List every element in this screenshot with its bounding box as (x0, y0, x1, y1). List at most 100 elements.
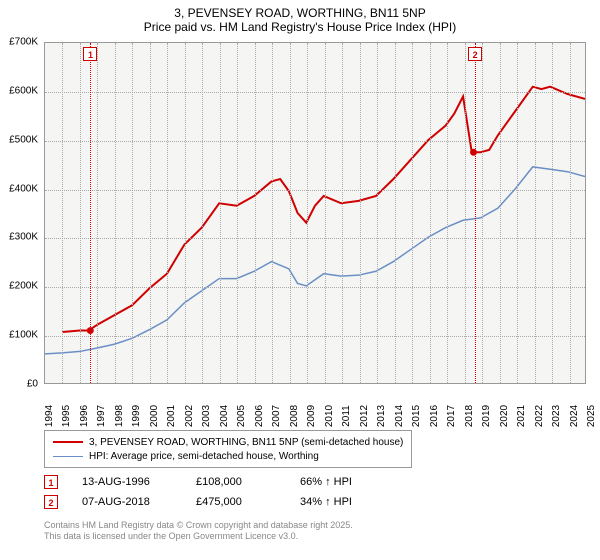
footer-attribution: Contains HM Land Registry data © Crown c… (44, 520, 353, 542)
gridline-vertical (237, 43, 238, 383)
legend-item: HPI: Average price, semi-detached house,… (53, 449, 403, 463)
gridline-vertical (325, 43, 326, 383)
legend-label: 3, PEVENSEY ROAD, WORTHING, BN11 5NP (se… (89, 437, 403, 448)
title-address: 3, PEVENSEY ROAD, WORTHING, BN11 5NP (0, 6, 600, 20)
x-tick-label: 2011 (341, 405, 352, 427)
x-tick-label: 2023 (551, 405, 562, 427)
x-tick-label: 2009 (306, 405, 317, 427)
data-point-price: £108,000 (196, 476, 276, 488)
legend-label: HPI: Average price, semi-detached house,… (89, 451, 319, 462)
x-tick-label: 2012 (359, 405, 370, 427)
x-tick-label: 2006 (254, 405, 265, 427)
y-tick-label: £0 (27, 379, 38, 390)
data-point-row: 113-AUG-1996£108,00066% ↑ HPI (44, 472, 352, 492)
gridline-vertical (412, 43, 413, 383)
gridline-vertical (167, 43, 168, 383)
gridline-vertical (570, 43, 571, 383)
y-axis: £0£100K£200K£300K£400K£500K£600K£700K (0, 42, 42, 384)
marker-badge: 2 (468, 47, 482, 61)
marker-badge: 1 (83, 47, 97, 61)
gridline-horizontal (45, 141, 585, 142)
legend-swatch (53, 456, 83, 457)
x-tick-label: 2001 (166, 405, 177, 427)
y-tick-label: £100K (9, 330, 38, 341)
x-tick-label: 1996 (79, 405, 90, 427)
data-point-date: 07-AUG-2018 (82, 496, 172, 508)
x-tick-label: 2018 (464, 405, 475, 427)
series-line (62, 87, 585, 332)
x-tick-label: 2022 (534, 405, 545, 427)
x-tick-label: 2007 (271, 405, 282, 427)
gridline-vertical (115, 43, 116, 383)
x-tick-label: 1994 (44, 405, 55, 427)
plot-area: 12 (44, 42, 586, 384)
x-tick-label: 2002 (184, 405, 195, 427)
gridline-horizontal (45, 92, 585, 93)
x-tick-label: 2016 (429, 405, 440, 427)
y-tick-label: £300K (9, 232, 38, 243)
data-point-badge: 2 (44, 495, 58, 509)
title-subtitle: Price paid vs. HM Land Registry's House … (0, 20, 600, 34)
x-tick-label: 2015 (411, 405, 422, 427)
x-tick-label: 2019 (481, 405, 492, 427)
gridline-vertical (535, 43, 536, 383)
gridline-vertical (132, 43, 133, 383)
x-tick-label: 2024 (569, 405, 580, 427)
gridline-vertical (360, 43, 361, 383)
gridline-horizontal (45, 238, 585, 239)
gridline-vertical (500, 43, 501, 383)
x-tick-label: 1999 (131, 405, 142, 427)
title-block: 3, PEVENSEY ROAD, WORTHING, BN11 5NP Pri… (0, 0, 600, 36)
data-point-row: 2 07-AUG-2018 £475,000 34% ↑ HPI (44, 492, 352, 512)
gridline-vertical (447, 43, 448, 383)
y-tick-label: £400K (9, 183, 38, 194)
data-point-table: 113-AUG-1996£108,00066% ↑ HPI207-AUG-201… (44, 472, 352, 512)
x-tick-label: 2000 (149, 405, 160, 427)
gridline-vertical (307, 43, 308, 383)
gridline-vertical (220, 43, 221, 383)
gridline-vertical (552, 43, 553, 383)
gridline-horizontal (45, 336, 585, 337)
legend-item: 3, PEVENSEY ROAD, WORTHING, BN11 5NP (se… (53, 435, 403, 449)
y-tick-label: £700K (9, 37, 38, 48)
x-tick-label: 2020 (499, 405, 510, 427)
marker-line (90, 43, 91, 383)
y-tick-label: £500K (9, 134, 38, 145)
data-point-pct: 34% ↑ HPI (300, 496, 352, 508)
x-tick-label: 2005 (236, 405, 247, 427)
x-tick-label: 2021 (516, 405, 527, 427)
gridline-vertical (395, 43, 396, 383)
gridline-vertical (202, 43, 203, 383)
gridline-vertical (272, 43, 273, 383)
legend-swatch (53, 441, 83, 443)
x-tick-label: 2008 (289, 405, 300, 427)
gridline-vertical (80, 43, 81, 383)
gridline-vertical (517, 43, 518, 383)
gridline-vertical (62, 43, 63, 383)
y-tick-label: £600K (9, 85, 38, 96)
x-tick-label: 2010 (324, 405, 335, 427)
x-tick-label: 1998 (114, 405, 125, 427)
gridline-horizontal (45, 190, 585, 191)
gridline-vertical (482, 43, 483, 383)
data-point-badge: 1 (44, 475, 58, 489)
data-point-price: £475,000 (196, 496, 276, 508)
data-point-pct: 66% ↑ HPI (300, 476, 352, 488)
gridline-vertical (465, 43, 466, 383)
gridline-vertical (342, 43, 343, 383)
x-tick-label: 1997 (96, 405, 107, 427)
gridline-vertical (97, 43, 98, 383)
footer-line2: This data is licensed under the Open Gov… (44, 531, 353, 542)
gridline-vertical (255, 43, 256, 383)
y-tick-label: £200K (9, 281, 38, 292)
x-tick-label: 2003 (201, 405, 212, 427)
gridline-vertical (377, 43, 378, 383)
x-tick-label: 2014 (394, 405, 405, 427)
gridline-vertical (430, 43, 431, 383)
series-line (45, 167, 585, 354)
plot-svg (45, 43, 585, 383)
gridline-vertical (185, 43, 186, 383)
x-tick-label: 1995 (61, 405, 72, 427)
legend: 3, PEVENSEY ROAD, WORTHING, BN11 5NP (se… (44, 430, 412, 468)
gridline-vertical (290, 43, 291, 383)
